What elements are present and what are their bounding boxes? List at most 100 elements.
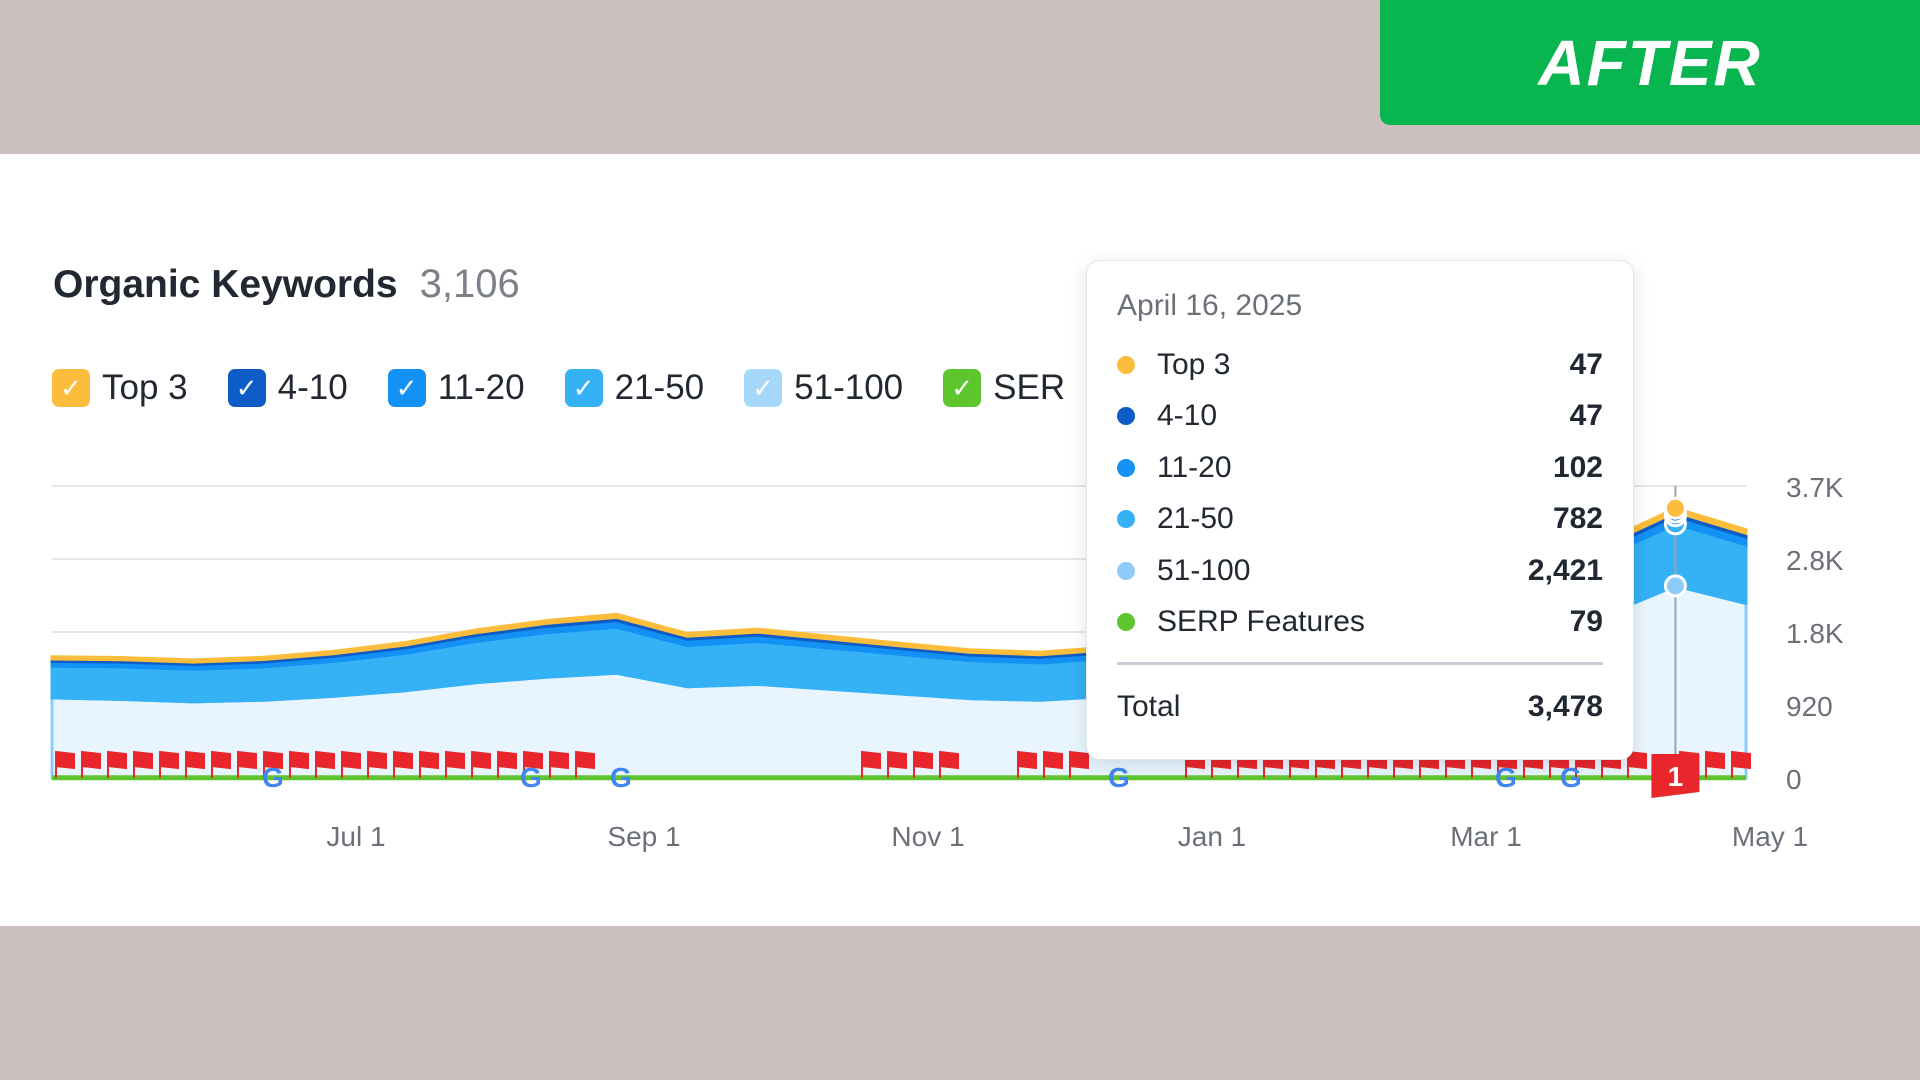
keyword-count: 3,106 bbox=[419, 262, 520, 306]
event-flag-icon[interactable] bbox=[913, 750, 933, 778]
after-badge-label: AFTER bbox=[1538, 26, 1762, 99]
event-flag-icon[interactable] bbox=[861, 750, 881, 778]
legend-label: 51-100 bbox=[794, 368, 904, 407]
event-flag-icon[interactable] bbox=[471, 750, 491, 778]
tooltip-row-label: 21-50 bbox=[1157, 502, 1234, 536]
tooltip-row-value: 102 bbox=[1552, 450, 1603, 484]
legend-label: 11-20 bbox=[437, 368, 525, 407]
event-flag-icon[interactable] bbox=[237, 750, 257, 778]
tooltip-row: 11-20 102 bbox=[1117, 442, 1603, 494]
tooltip-date: April 16, 2025 bbox=[1117, 289, 1303, 322]
tooltip-row-label: SERP Features bbox=[1157, 605, 1365, 639]
y-tick-label: 2.8K bbox=[1786, 545, 1844, 576]
legend-item-serp[interactable]: ✓ SER bbox=[943, 368, 1065, 408]
tooltip-row-value: 782 bbox=[1552, 502, 1603, 536]
organic-keywords-panel: Organic Keywords 3,106 ✓ Top 3 ✓ 4-10 ✓ … bbox=[0, 154, 1920, 926]
event-flag-icon[interactable] bbox=[1043, 750, 1063, 778]
event-flag-icon[interactable] bbox=[523, 750, 543, 778]
tooltip-row-label: 51-100 bbox=[1157, 553, 1251, 587]
event-flag-icon[interactable] bbox=[1731, 750, 1751, 778]
tooltip-row-value: 79 bbox=[1569, 605, 1603, 639]
checkbox-checked-icon[interactable]: ✓ bbox=[744, 369, 783, 407]
event-flag-icon[interactable] bbox=[133, 750, 153, 778]
tooltip-row-label: 11-20 bbox=[1157, 450, 1232, 484]
event-flag-icon[interactable] bbox=[159, 750, 179, 778]
x-tick-label: Mar 1 bbox=[1450, 821, 1522, 852]
event-flag-icon[interactable] bbox=[81, 750, 101, 778]
event-flag-icon[interactable] bbox=[939, 750, 959, 778]
chart-legend: ✓ Top 3 ✓ 4-10 ✓ 11-20 ✓ 21-50 ✓ 51-100 … bbox=[52, 368, 1065, 408]
event-flag-icon[interactable] bbox=[315, 750, 335, 778]
checkbox-checked-icon[interactable]: ✓ bbox=[387, 369, 426, 407]
tooltip-row: Top 3 47 bbox=[1117, 339, 1603, 391]
event-flag-icon[interactable] bbox=[575, 750, 595, 778]
x-tick-label: Sep 1 bbox=[607, 821, 680, 852]
legend-item-11-20[interactable]: ✓ 11-20 bbox=[387, 368, 525, 408]
tooltip-row-label: Top 3 bbox=[1157, 347, 1231, 381]
event-flag-icon[interactable] bbox=[393, 750, 413, 778]
y-tick-label: 3.7K bbox=[1786, 472, 1844, 503]
legend-item-4-10[interactable]: ✓ 4-10 bbox=[227, 368, 348, 408]
legend-label: Top 3 bbox=[102, 368, 188, 407]
event-count-badge[interactable] bbox=[1651, 754, 1700, 798]
google-update-icon[interactable]: G bbox=[520, 762, 542, 793]
chart-tooltip: April 16, 2025 Top 3 47 4-10 47 11-20 10… bbox=[1086, 260, 1634, 760]
checkbox-checked-icon[interactable]: ✓ bbox=[943, 369, 982, 407]
google-update-icon[interactable]: G bbox=[610, 762, 632, 793]
tooltip-row: 4-10 47 bbox=[1117, 391, 1603, 443]
x-tick-label: Jul 1 bbox=[326, 821, 385, 852]
google-update-icon[interactable]: G bbox=[262, 762, 284, 793]
legend-label: 21-50 bbox=[614, 368, 705, 407]
x-tick-label: Nov 1 bbox=[891, 821, 964, 852]
tooltip-row: 21-50 782 bbox=[1117, 494, 1603, 546]
tooltip-row-value: 2,421 bbox=[1527, 553, 1603, 587]
checkbox-checked-icon[interactable]: ✓ bbox=[52, 369, 90, 407]
series-dot-icon bbox=[1117, 510, 1135, 529]
series-dot-icon bbox=[1117, 613, 1135, 632]
tooltip-row-value: 47 bbox=[1569, 399, 1603, 433]
series-dot-icon bbox=[1117, 407, 1135, 426]
legend-label: SER bbox=[993, 368, 1066, 407]
series-dot-icon bbox=[1117, 561, 1135, 580]
event-flag-icon[interactable] bbox=[1705, 750, 1725, 778]
x-axis-ticks: Jul 1 Sep 1 Nov 1 Jan 1 Mar 1 May 1 bbox=[326, 821, 1808, 852]
y-tick-label: 920 bbox=[1786, 691, 1833, 722]
google-update-icon[interactable]: G bbox=[1495, 762, 1517, 793]
event-flag-icon[interactable] bbox=[289, 750, 309, 778]
event-flag-icon[interactable] bbox=[445, 750, 465, 778]
event-flag-icon[interactable] bbox=[1069, 750, 1089, 778]
legend-item-51-100[interactable]: ✓ 51-100 bbox=[744, 368, 903, 408]
widget-header: Organic Keywords 3,106 bbox=[53, 262, 520, 307]
event-flag-icon[interactable] bbox=[107, 750, 127, 778]
legend-label: 4-10 bbox=[277, 368, 348, 407]
event-flag-icon[interactable] bbox=[367, 750, 387, 778]
hover-point bbox=[1663, 574, 1687, 598]
event-flag-icon[interactable] bbox=[185, 750, 205, 778]
event-flag-icon[interactable] bbox=[263, 750, 283, 778]
event-flag-icon[interactable] bbox=[341, 750, 361, 778]
tooltip-row-value: 47 bbox=[1569, 347, 1603, 381]
hover-point bbox=[1663, 496, 1687, 520]
tooltip-row-label: 4-10 bbox=[1157, 399, 1218, 433]
google-update-icon[interactable]: G bbox=[1560, 762, 1582, 793]
event-flag-icon[interactable] bbox=[1017, 750, 1037, 778]
checkbox-checked-icon[interactable]: ✓ bbox=[564, 369, 603, 407]
event-flag-icon[interactable] bbox=[55, 750, 75, 778]
tooltip-divider bbox=[1117, 662, 1603, 665]
checkbox-checked-icon[interactable]: ✓ bbox=[227, 369, 266, 407]
legend-item-21-50[interactable]: ✓ 21-50 bbox=[564, 368, 705, 408]
event-flag-icon[interactable] bbox=[887, 750, 907, 778]
event-flag-icon[interactable] bbox=[497, 750, 517, 778]
event-flag-icon[interactable] bbox=[549, 750, 569, 778]
y-tick-label: 0 bbox=[1786, 764, 1802, 795]
event-count-label: 1 bbox=[1668, 761, 1684, 792]
google-update-icon[interactable]: G bbox=[1108, 762, 1130, 793]
tooltip-row: SERP Features 79 bbox=[1117, 597, 1603, 649]
after-badge: AFTER bbox=[1380, 0, 1920, 125]
legend-item-top3[interactable]: ✓ Top 3 bbox=[52, 368, 188, 408]
event-flag-icon[interactable] bbox=[419, 750, 439, 778]
hover-indicator: 1 bbox=[1651, 486, 1700, 798]
event-flag-icon[interactable] bbox=[211, 750, 231, 778]
widget-title: Organic Keywords bbox=[53, 263, 398, 306]
